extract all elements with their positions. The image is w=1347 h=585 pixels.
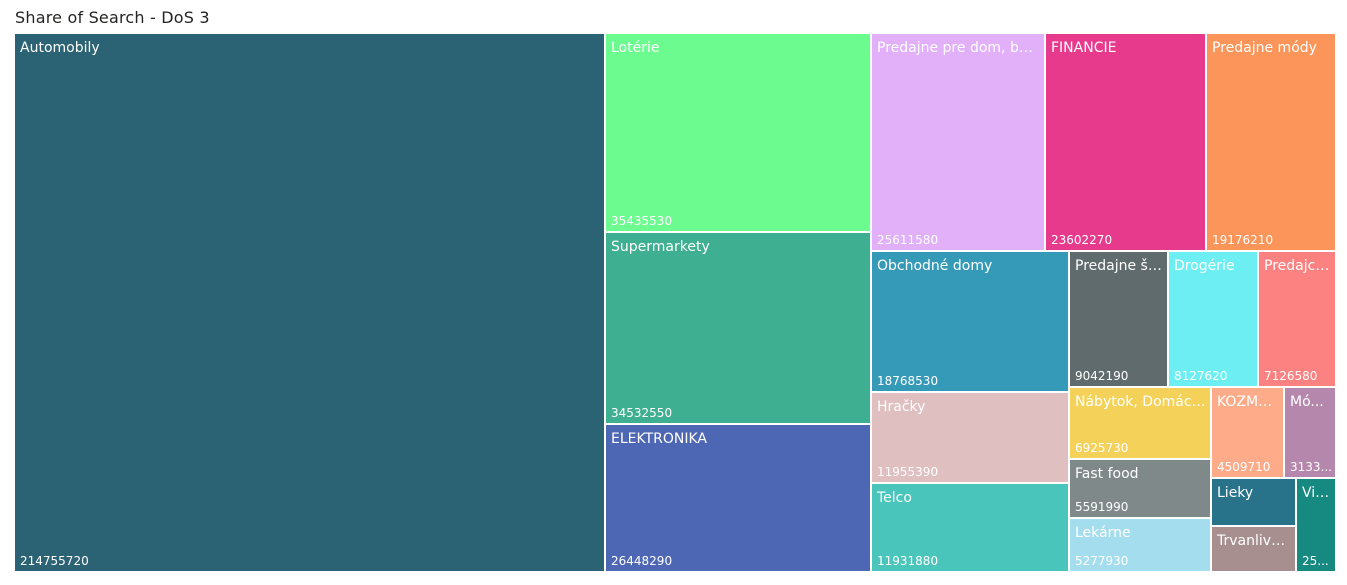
tile-label: KOZME...	[1217, 394, 1280, 410]
treemap-tile[interactable]: Lekárne 5277930	[1070, 519, 1212, 573]
treemap-tile[interactable]: Predajne šp... 9042190	[1070, 252, 1169, 388]
tile-label: Fast food	[1075, 466, 1139, 482]
tile-value: 8127620	[1174, 369, 1228, 383]
tile-value: 11955390	[877, 465, 939, 479]
tile-label: Supermarkety	[611, 239, 710, 255]
treemap-tile[interactable]: Mó... 3133...	[1285, 388, 1337, 479]
treemap-tile[interactable]: Lotérie 35435530	[606, 34, 872, 233]
treemap-tile[interactable]: Predajne módy 19176210	[1207, 34, 1337, 252]
tile-label: Obchodné domy	[877, 258, 993, 274]
tile-value: 23602270	[1051, 233, 1113, 247]
tile-label: Predajne módy	[1212, 40, 1317, 56]
treemap-tile[interactable]: Drogérie 8127620	[1169, 252, 1259, 388]
tile-label: Predajne šp...	[1075, 258, 1164, 274]
tile-value: 25...	[1302, 554, 1329, 568]
tile-label: Vit...	[1302, 485, 1332, 501]
treemap-tile[interactable]: Vit... 25...	[1297, 479, 1337, 573]
tile-value: 9042190	[1075, 369, 1129, 383]
treemap-tile[interactable]: Nábytok, Domáce... 6925730	[1070, 388, 1212, 460]
tile-label: Trvanlivé ...	[1217, 533, 1292, 549]
tile-value: 5277930	[1075, 554, 1129, 568]
treemap-tile[interactable]: FINANCIE 23602270	[1046, 34, 1207, 252]
tile-value: 26448290	[611, 554, 673, 568]
treemap-tile[interactable]: Trvanlivé ...	[1212, 527, 1297, 573]
tile-label: Predajco...	[1264, 258, 1332, 274]
treemap-tile[interactable]: Predajco... 7126580	[1259, 252, 1337, 388]
tile-label: Lotérie	[611, 40, 660, 56]
treemap-tile[interactable]: Automobily 214755720	[15, 34, 606, 573]
treemap-tile[interactable]: Supermarkety 34532550	[606, 233, 872, 425]
tile-value: 214755720	[20, 554, 89, 568]
tile-value: 18768530	[877, 374, 939, 388]
tile-label: Lekárne	[1075, 525, 1131, 541]
treemap-tile[interactable]: Telco 11931880	[872, 484, 1070, 573]
treemap-tile[interactable]: Lieky	[1212, 479, 1297, 527]
tile-value: 4509710	[1217, 460, 1271, 474]
tile-value: 6925730	[1075, 441, 1129, 455]
tile-value: 7126580	[1264, 369, 1318, 383]
treemap-tile[interactable]: ELEKTRONIKA 26448290	[606, 425, 872, 573]
tile-value: 35435530	[611, 214, 673, 228]
tile-value: 5591990	[1075, 500, 1129, 514]
tile-value: 11931880	[877, 554, 939, 568]
tile-label: Nábytok, Domáce...	[1075, 394, 1207, 410]
tile-label: Drogérie	[1174, 258, 1235, 274]
treemap-tile[interactable]: Predajne pre dom, byt ... 25611580	[872, 34, 1046, 252]
treemap-tile[interactable]: Fast food 5591990	[1070, 460, 1212, 519]
tile-label: FINANCIE	[1051, 40, 1117, 56]
tile-value: 3133...	[1290, 460, 1332, 474]
chart-title: Share of Search - DoS 3	[15, 8, 210, 27]
tile-label: Telco	[877, 490, 912, 506]
tile-label: Automobily	[20, 40, 100, 56]
tile-label: ELEKTRONIKA	[611, 431, 707, 447]
tile-label: Predajne pre dom, byt ...	[877, 40, 1041, 56]
tile-label: Mó...	[1290, 394, 1324, 410]
tile-label: Hračky	[877, 399, 926, 415]
tile-label: Lieky	[1217, 485, 1254, 501]
tile-value: 34532550	[611, 406, 673, 420]
tile-value: 19176210	[1212, 233, 1274, 247]
treemap-tile[interactable]: Obchodné domy 18768530	[872, 252, 1070, 393]
treemap-tile[interactable]: Hračky 11955390	[872, 393, 1070, 484]
treemap-tile[interactable]: KOZME... 4509710	[1212, 388, 1285, 479]
tile-value: 25611580	[877, 233, 939, 247]
